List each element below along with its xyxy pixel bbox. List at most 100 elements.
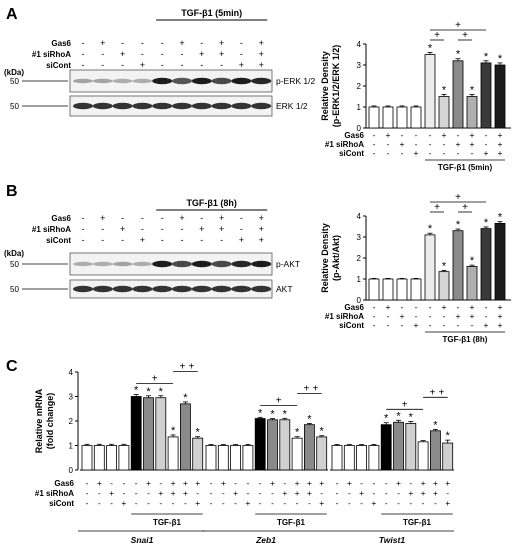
protein-band: [172, 102, 192, 110]
condition-row-label: Gas6: [51, 214, 71, 223]
condition-sign: -: [86, 478, 89, 488]
mrna-chart-c: 0 1 2 3 4 Relative mRNA (fold change) Gas6#1 si…: [34, 362, 454, 545]
blot-label: AKT: [276, 284, 293, 294]
condition-sign: -: [110, 498, 113, 508]
condition-sign: -: [181, 235, 184, 245]
panel-letter-c: C: [6, 358, 18, 375]
condition-sign: -: [86, 498, 89, 508]
condition-sign: -: [161, 224, 164, 234]
condition-row-label: #1 siRhoA: [325, 140, 364, 149]
condition-sign: +: [498, 302, 503, 312]
condition-sign: -: [348, 498, 351, 508]
protein-band: [251, 260, 272, 268]
condition-sign: -: [121, 38, 124, 48]
condition-sign: +: [120, 224, 125, 234]
significance-mark: +: [429, 387, 435, 398]
protein-band: [92, 261, 113, 267]
data-bar: [405, 423, 417, 471]
condition-sign: -: [234, 498, 237, 508]
condition-sign: +: [219, 49, 224, 59]
condition-row-label: #1 siRhoA: [32, 225, 71, 234]
y-tick-label: 1: [357, 103, 362, 112]
condition-sign: +: [400, 139, 405, 149]
condition-sign: -: [161, 60, 164, 70]
condition-row-label: #1 siRhoA: [325, 312, 364, 321]
condition-sign: +: [171, 478, 176, 488]
protein-band: [132, 78, 153, 84]
condition-sign: -: [397, 498, 400, 508]
significance-mark: +: [462, 202, 468, 213]
condition-sign: -: [485, 130, 488, 140]
data-bar: [303, 424, 315, 471]
kda-marker: 50: [10, 77, 19, 86]
condition-sign: +: [307, 478, 312, 488]
condition-sign: -: [443, 311, 446, 321]
condition-sign: +: [270, 478, 275, 488]
condition-sign: -: [161, 235, 164, 245]
data-bar: [368, 106, 380, 129]
treatment-label: TGF-β1 (5min): [181, 8, 242, 18]
significance-star: *: [484, 51, 489, 63]
significance-mark: +: [455, 192, 461, 203]
condition-row-label: siCont: [49, 499, 74, 508]
significance-mark: +: [188, 362, 194, 373]
condition-sign: +: [245, 498, 250, 508]
protein-band: [191, 77, 212, 85]
condition-sign: -: [446, 488, 449, 498]
condition-sign: -: [82, 235, 85, 245]
condition-sign: -: [172, 498, 175, 508]
treatment-label: TGF-β1 (5min): [438, 163, 493, 172]
condition-sign: +: [484, 148, 489, 158]
data-bar: [167, 436, 179, 471]
condition-sign: -: [401, 320, 404, 330]
condition-sign: -: [271, 488, 274, 498]
condition-row-label: siCont: [339, 149, 364, 158]
condition-sign: +: [195, 478, 200, 488]
condition-sign: +: [199, 224, 204, 234]
condition-sign: -: [181, 49, 184, 59]
protein-band: [92, 78, 113, 84]
condition-sign: -: [360, 498, 363, 508]
condition-sign: -: [110, 478, 113, 488]
data-bar: [130, 396, 142, 471]
condition-sign: +: [470, 311, 475, 321]
significance-star: *: [270, 409, 275, 421]
condition-sign: -: [210, 478, 213, 488]
y-tick-label: 4: [357, 40, 362, 49]
data-bar: [417, 441, 429, 471]
y-axis-label: Relative Density: [320, 51, 330, 121]
condition-sign: +: [239, 60, 244, 70]
data-bar: [382, 278, 394, 301]
protein-band: [172, 77, 192, 85]
condition-sign: -: [320, 488, 323, 498]
protein-band: [152, 102, 173, 110]
condition-sign: +: [396, 478, 401, 488]
data-bar: [118, 445, 130, 471]
condition-row-label: siCont: [46, 236, 71, 245]
significance-mark: +: [462, 30, 468, 41]
condition-sign: -: [101, 224, 104, 234]
condition-sign: +: [183, 488, 188, 498]
protein-band: [211, 102, 232, 110]
condition-sign: -: [434, 498, 437, 508]
condition-sign: -: [135, 488, 138, 498]
condition-sign: -: [373, 139, 376, 149]
protein-band: [112, 261, 133, 267]
data-bar: [452, 230, 464, 301]
condition-sign: -: [200, 213, 203, 223]
condition-sign: -: [373, 302, 376, 312]
treatment-label: TGF-β1 (8h): [186, 198, 237, 208]
protein-band: [132, 102, 153, 110]
condition-sign: -: [485, 311, 488, 321]
condition-sign: -: [397, 488, 400, 498]
condition-sign: -: [443, 139, 446, 149]
condition-sign: -: [457, 302, 460, 312]
significance-star: *: [134, 385, 139, 397]
condition-sign: -: [387, 139, 390, 149]
condition-sign: -: [259, 488, 262, 498]
condition-sign: +: [183, 478, 188, 488]
significance-star: *: [171, 425, 176, 437]
data-bar: [466, 265, 478, 301]
condition-sign: -: [308, 498, 311, 508]
